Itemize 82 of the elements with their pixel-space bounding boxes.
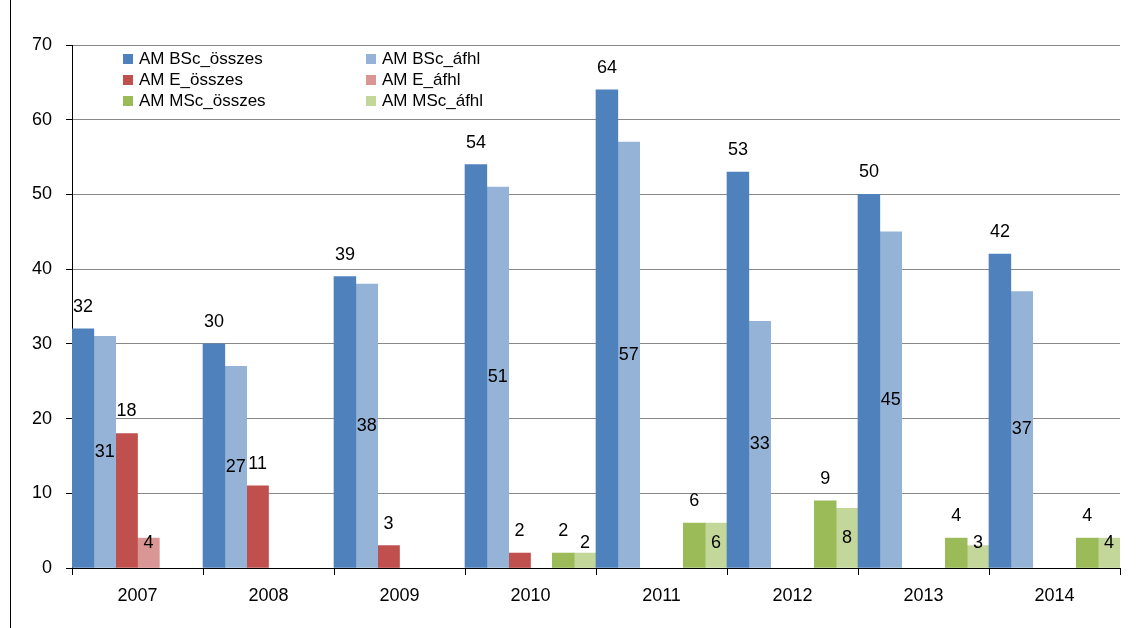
y-tick-label: 10 xyxy=(31,482,52,503)
bar xyxy=(355,283,378,568)
y-tick-label: 30 xyxy=(31,332,52,353)
x-tick-label: 2010 xyxy=(510,584,551,605)
data-label: 57 xyxy=(618,343,639,364)
y-tick-label: 70 xyxy=(31,33,52,54)
data-label: 4 xyxy=(1082,505,1093,526)
bar xyxy=(1097,537,1120,568)
legend-label: AM MSc_áfhl xyxy=(382,90,484,111)
bar xyxy=(988,253,1012,568)
x-tick-label: 2014 xyxy=(1034,584,1075,605)
data-label: 38 xyxy=(356,414,377,435)
bar xyxy=(486,186,509,568)
bar xyxy=(595,89,619,568)
bar xyxy=(726,171,750,568)
bar xyxy=(617,141,640,568)
data-label: 4 xyxy=(951,505,962,526)
y-tick-label: 40 xyxy=(31,258,52,279)
data-label: 3 xyxy=(973,532,984,553)
bar xyxy=(115,433,138,568)
data-label: 6 xyxy=(689,490,700,511)
legend-label: AM BSc_összes xyxy=(139,48,263,69)
data-label: 2 xyxy=(514,520,525,541)
legend-label: AM E_összes xyxy=(139,69,243,90)
bar xyxy=(377,545,400,568)
data-label: 42 xyxy=(989,221,1010,242)
data-label: 53 xyxy=(727,138,748,159)
data-label: 45 xyxy=(880,388,901,409)
y-tick-label: 20 xyxy=(31,407,52,428)
bar xyxy=(748,321,771,568)
data-label: 11 xyxy=(248,452,267,473)
bar xyxy=(508,552,531,568)
bar xyxy=(1010,291,1033,568)
y-tick-label: 50 xyxy=(31,183,52,204)
legend-label: AM E_áfhl xyxy=(382,69,461,90)
bar xyxy=(72,328,95,568)
bar xyxy=(814,500,837,568)
x-tick-label: 2007 xyxy=(117,584,158,605)
bar xyxy=(945,537,968,568)
data-label: 64 xyxy=(596,56,617,77)
data-label: 2 xyxy=(580,532,591,553)
data-label: 3 xyxy=(383,512,394,533)
bar xyxy=(93,336,116,568)
bar xyxy=(835,507,859,568)
x-tick-label: 2012 xyxy=(772,584,813,605)
bar xyxy=(857,194,881,568)
data-label: 4 xyxy=(1104,532,1115,553)
data-label: 18 xyxy=(116,400,137,421)
data-label: 6 xyxy=(711,532,722,553)
x-tick-label: 2009 xyxy=(379,584,420,605)
legend-label: AM MSc_összes xyxy=(139,90,266,111)
data-label: 51 xyxy=(487,366,508,387)
bar xyxy=(683,522,706,568)
data-label: 4 xyxy=(143,532,154,553)
data-label: 30 xyxy=(203,310,224,331)
bar xyxy=(1076,537,1099,568)
data-label: 27 xyxy=(225,455,246,476)
data-label: 32 xyxy=(72,295,93,316)
data-label: 39 xyxy=(334,243,355,264)
data-label: 33 xyxy=(749,433,770,454)
data-label: 9 xyxy=(820,467,831,488)
bar xyxy=(573,552,597,568)
bar xyxy=(246,485,269,568)
bar xyxy=(224,365,247,568)
bar xyxy=(879,231,902,568)
data-label: 50 xyxy=(858,161,879,182)
y-tick-label: 0 xyxy=(41,556,52,577)
data-label: 8 xyxy=(842,526,853,547)
data-label: 2 xyxy=(558,520,569,541)
bar xyxy=(333,276,357,568)
bar xyxy=(202,343,226,568)
legend-label: AM BSc_áfhl xyxy=(382,48,481,69)
x-tick-label: 2013 xyxy=(903,584,944,605)
x-tick-label: 2008 xyxy=(248,584,289,605)
x-tick-label: 2011 xyxy=(642,584,681,605)
data-label: 31 xyxy=(94,440,115,461)
bar xyxy=(464,164,488,568)
y-tick-label: 60 xyxy=(31,108,52,129)
data-label: 37 xyxy=(1011,418,1032,439)
bar xyxy=(704,522,728,568)
bar xyxy=(552,552,575,568)
data-label: 54 xyxy=(465,131,486,152)
